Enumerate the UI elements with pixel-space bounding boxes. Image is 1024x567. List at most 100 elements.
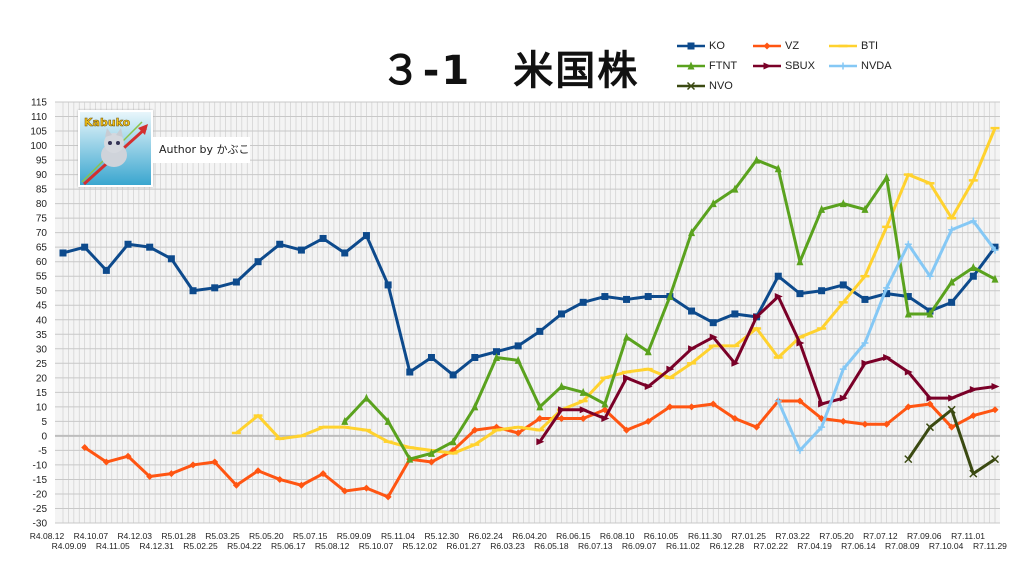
data-point-ko	[709, 319, 717, 327]
legend-marker	[763, 62, 772, 70]
data-point-vz	[969, 412, 977, 420]
data-point-nvda	[904, 240, 912, 248]
x-tick-label: R6.07.13	[578, 541, 613, 551]
data-point-nvda	[991, 246, 999, 254]
y-tick-label: 10	[36, 402, 48, 413]
data-point-vz	[904, 403, 912, 411]
x-tick-label: R5.04.22	[227, 541, 262, 551]
data-point-ko	[319, 234, 327, 242]
data-point-vz	[319, 470, 327, 478]
data-point-ftnt	[406, 454, 414, 463]
series-line-sbux	[538, 295, 996, 443]
data-point-vz	[471, 426, 479, 434]
x-tick-label: R6.06.15	[556, 531, 591, 541]
data-point-vz	[926, 400, 934, 408]
data-point-ftnt	[449, 437, 457, 446]
data-point-ko	[948, 298, 956, 306]
legend-item-vz: VZ	[752, 40, 799, 52]
series-sbux	[536, 293, 1000, 446]
x-tick-label: R7.06.14	[841, 541, 876, 551]
x-tick-label: R5.10.07	[359, 541, 394, 551]
data-point-ftnt	[709, 199, 717, 208]
data-point-nvda	[796, 446, 804, 454]
x-tick-label: R6.02.24	[468, 531, 503, 541]
data-point-nvda	[774, 397, 782, 405]
x-tick-label: R6.05.18	[534, 541, 569, 551]
data-point-ko	[731, 310, 739, 318]
x-tick-label: R6.11.30	[688, 531, 722, 541]
y-tick-label: 5	[41, 417, 47, 428]
legend-item-ko: KO	[676, 40, 725, 52]
x-tick-label: R7.10.04	[929, 541, 964, 551]
data-point-vz	[232, 481, 240, 489]
data-point-sbux	[948, 394, 957, 402]
x-tick-label: R6.11.02	[666, 541, 700, 551]
data-point-ko	[297, 246, 305, 254]
y-tick-label: -30	[33, 519, 48, 530]
data-point-ko	[688, 307, 696, 315]
data-point-nvda	[883, 284, 891, 292]
data-point-vz	[688, 403, 696, 411]
y-tick-label: -10	[33, 460, 48, 471]
data-point-ko	[818, 287, 826, 295]
x-tick-label: R5.08.12	[315, 541, 350, 551]
x-tick-label: R7.02.22	[753, 541, 788, 551]
data-point-sbux	[688, 345, 697, 353]
data-point-sbux	[536, 438, 545, 446]
x-tick-label: R6.01.27	[446, 541, 481, 551]
data-point-ftnt	[492, 353, 500, 362]
y-tick-label: -20	[33, 489, 48, 500]
legend-marker	[839, 62, 847, 70]
plot-area	[55, 102, 1000, 523]
data-point-nvo	[904, 455, 913, 464]
data-point-nvda	[926, 272, 934, 280]
data-point-ftnt	[904, 309, 912, 318]
data-point-ko	[102, 266, 110, 274]
data-point-ftnt	[774, 164, 782, 173]
data-point-nvda	[839, 365, 847, 373]
data-point-vz	[753, 423, 761, 431]
data-point-ko	[969, 272, 977, 280]
y-tick-label: 90	[36, 170, 48, 181]
data-point-ko	[276, 240, 284, 248]
data-point-ftnt	[839, 199, 847, 208]
data-point-vz	[666, 403, 674, 411]
data-point-nvda	[861, 339, 869, 347]
x-tick-label: R6.08.10	[600, 531, 635, 541]
data-point-ftnt	[991, 274, 999, 283]
legend-marker	[687, 61, 695, 70]
y-tick-label: 45	[36, 301, 48, 312]
data-point-ftnt	[644, 347, 652, 356]
data-point-ftnt	[731, 184, 739, 193]
y-tick-label: -15	[33, 475, 48, 486]
y-tick-label: 35	[36, 330, 48, 341]
data-point-ko	[384, 281, 392, 289]
data-point-ko	[492, 348, 500, 356]
x-tick-label: R7.11.01	[951, 531, 985, 541]
data-point-nvda	[969, 217, 977, 225]
data-point-sbux	[774, 293, 783, 301]
x-tick-label: R5.01.28	[161, 531, 196, 541]
x-tick-label: R7.11.29	[973, 541, 1007, 551]
data-point-nvo	[990, 455, 1000, 464]
data-point-ftnt	[623, 332, 631, 341]
y-axis-ticks: -30 -25 -20 -15 -10 -5 0 5 10 15 20 25 30 35 40 45 50 55 6…	[30, 98, 47, 530]
data-point-ftnt	[427, 448, 435, 457]
x-tick-label: R4.08.12	[30, 531, 65, 541]
data-point-ko	[623, 295, 631, 303]
series-lines	[59, 126, 1000, 501]
data-point-ftnt	[796, 257, 804, 266]
x-marker-icon	[677, 81, 705, 91]
data-point-sbux	[839, 394, 848, 402]
data-point-sbux	[861, 359, 870, 367]
data-point-ko	[774, 272, 782, 280]
data-point-nvda	[818, 423, 826, 431]
data-point-ftnt	[969, 262, 977, 271]
data-point-ko	[124, 240, 132, 248]
data-point-ftnt	[666, 292, 674, 301]
y-tick-label: 110	[31, 112, 47, 123]
data-point-ko	[232, 278, 240, 286]
data-point-nvda	[948, 226, 956, 234]
data-point-ko	[362, 232, 370, 240]
